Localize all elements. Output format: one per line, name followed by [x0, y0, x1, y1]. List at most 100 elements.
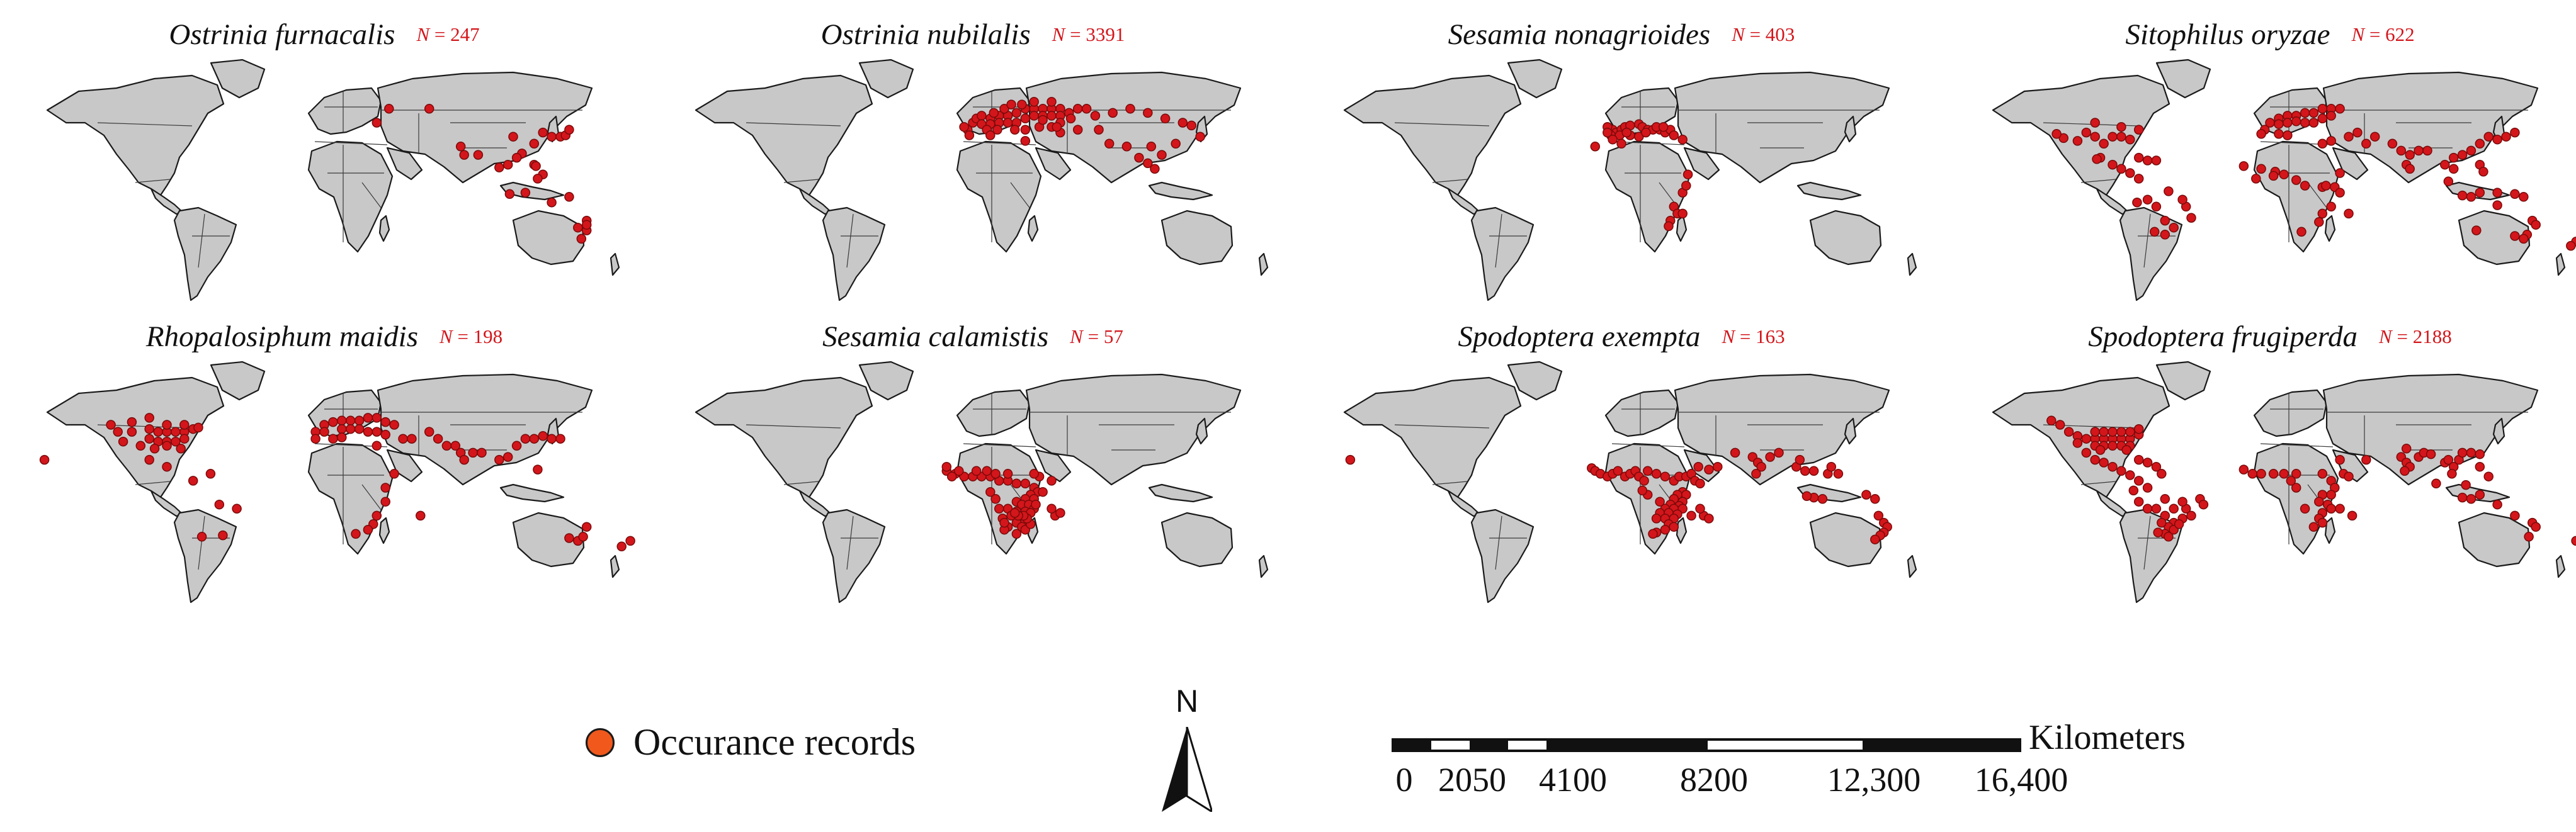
country-border [963, 443, 1036, 447]
occurrence-record [2300, 181, 2310, 191]
landmass-asia [2322, 71, 2539, 184]
occurrence-record [1009, 125, 1020, 135]
occurrence-record [1020, 136, 1031, 146]
occurrence-record [372, 510, 382, 521]
occurrence-record [2519, 192, 2529, 202]
occurrence-record [2090, 132, 2100, 142]
occurrence-record [1613, 466, 1623, 476]
occurrence-record [424, 104, 434, 114]
occurrence-record [2361, 138, 2371, 149]
occurrence-record [1011, 529, 1022, 539]
occurrence-record [424, 427, 434, 437]
occurrence-record [1345, 454, 1356, 465]
occurrence-record [2335, 503, 2345, 514]
landmass-central-america [150, 188, 184, 215]
occurrence-record [2274, 119, 2284, 129]
scale-tick-label: 12,300 [1827, 761, 1921, 799]
occurrence-record [2142, 458, 2153, 468]
occurrence-record [2063, 427, 2074, 437]
landmass-africa [956, 140, 1042, 253]
world-map [1343, 59, 1917, 301]
occurrence-record [625, 536, 635, 546]
occurrence-record [2157, 469, 2167, 479]
landmass-europe [1604, 389, 1679, 437]
landmass-north-america [695, 376, 873, 498]
landmass-madagascar [1676, 517, 1688, 544]
occurrence-record [2169, 222, 2179, 233]
panel-title: Spodoptera frugiperda N = 2188 [1955, 318, 2576, 356]
occurrence-record [2531, 522, 2541, 532]
occurrence-record [2116, 132, 2126, 142]
occurrence-record [2132, 197, 2142, 208]
country-border [1495, 213, 1502, 268]
occurrence-record [2510, 127, 2520, 138]
occurrence-record [2510, 189, 2520, 200]
occurrence-record [205, 469, 216, 479]
occurrence-record [1637, 485, 1648, 496]
occurrence-record [494, 454, 504, 465]
occurrence-record [1800, 466, 1810, 476]
occurrence-record [2296, 227, 2306, 237]
occurrence-record [2426, 449, 2436, 459]
map-panels: Ostrinia furnacalis N = 247 Ostrinia nub… [9, 16, 2576, 604]
occurrence-record [1833, 469, 1844, 479]
occurrence-record [2142, 194, 2153, 205]
occurrence-record [2300, 503, 2310, 514]
occurrence-record [380, 497, 390, 507]
occurrence-record [2405, 150, 2415, 160]
occurrence-record [2369, 132, 2380, 142]
occurrence-record [2251, 174, 2261, 184]
landmass-madagascar [1676, 215, 1688, 242]
occurrence-record [1693, 461, 1703, 472]
occurrence-record [407, 434, 417, 444]
occurrence-record [149, 444, 160, 454]
occurrence-record [1081, 104, 1092, 114]
occurrence-record [2492, 200, 2502, 210]
landmass-south-america [822, 509, 886, 604]
occurrence-record [616, 541, 627, 552]
map-panel: Ostrinia furnacalis N = 247 [9, 16, 639, 312]
landmass-arabia [1035, 147, 1072, 181]
occurrence-record [380, 429, 390, 440]
occurrence-record [992, 125, 1002, 135]
occurrence-record [1029, 469, 1039, 479]
occurrence-record [2142, 503, 2153, 514]
landmass-africa [1604, 140, 1691, 253]
north-label: N [1175, 683, 1199, 719]
occurrence-record [581, 522, 592, 532]
occurrence-record [954, 466, 964, 476]
occurrence-record [2133, 174, 2144, 184]
occurrence-record [1055, 508, 1065, 518]
legend-label: Occurance records [633, 721, 916, 763]
occurrence-record [2160, 215, 2170, 226]
country-border [135, 179, 171, 183]
occurrence-record [2466, 447, 2477, 458]
occurrence-record [985, 486, 996, 497]
occurrence-record [994, 503, 1004, 514]
occurrence-record [2081, 434, 2092, 444]
occurrence-record [1143, 158, 1153, 169]
map-panel: Spodoptera frugiperda N = 2188 [1955, 318, 2576, 614]
landmass-new-zealand [2555, 252, 2566, 276]
occurrence-record [2483, 132, 2494, 142]
country-border [2080, 481, 2116, 485]
occurrence-record [2121, 445, 2131, 455]
occurrence-record [2142, 155, 2153, 166]
landmass-asia [1025, 71, 1242, 184]
occurrence-record [1603, 127, 1613, 138]
scale-bar-graphic [1392, 738, 2021, 752]
occurrence-record [2475, 490, 2485, 500]
occurrence-record [1870, 534, 1880, 544]
scale-unit: Kilometers [2029, 718, 2186, 757]
landmass-new-zealand [2555, 554, 2566, 578]
occurrence-record [1072, 125, 1083, 135]
landmass-south-america [1470, 206, 1535, 301]
occurrence-record [564, 125, 574, 135]
occurrence-record [538, 127, 548, 138]
occurrence-record [144, 413, 154, 423]
panel-title: Rhopalosiphum maidis N = 198 [9, 318, 639, 356]
country-border [2143, 515, 2151, 570]
occurrence-record [2108, 461, 2118, 472]
sample-count: N = 198 [440, 325, 503, 347]
occurrence-record [1038, 115, 1048, 125]
